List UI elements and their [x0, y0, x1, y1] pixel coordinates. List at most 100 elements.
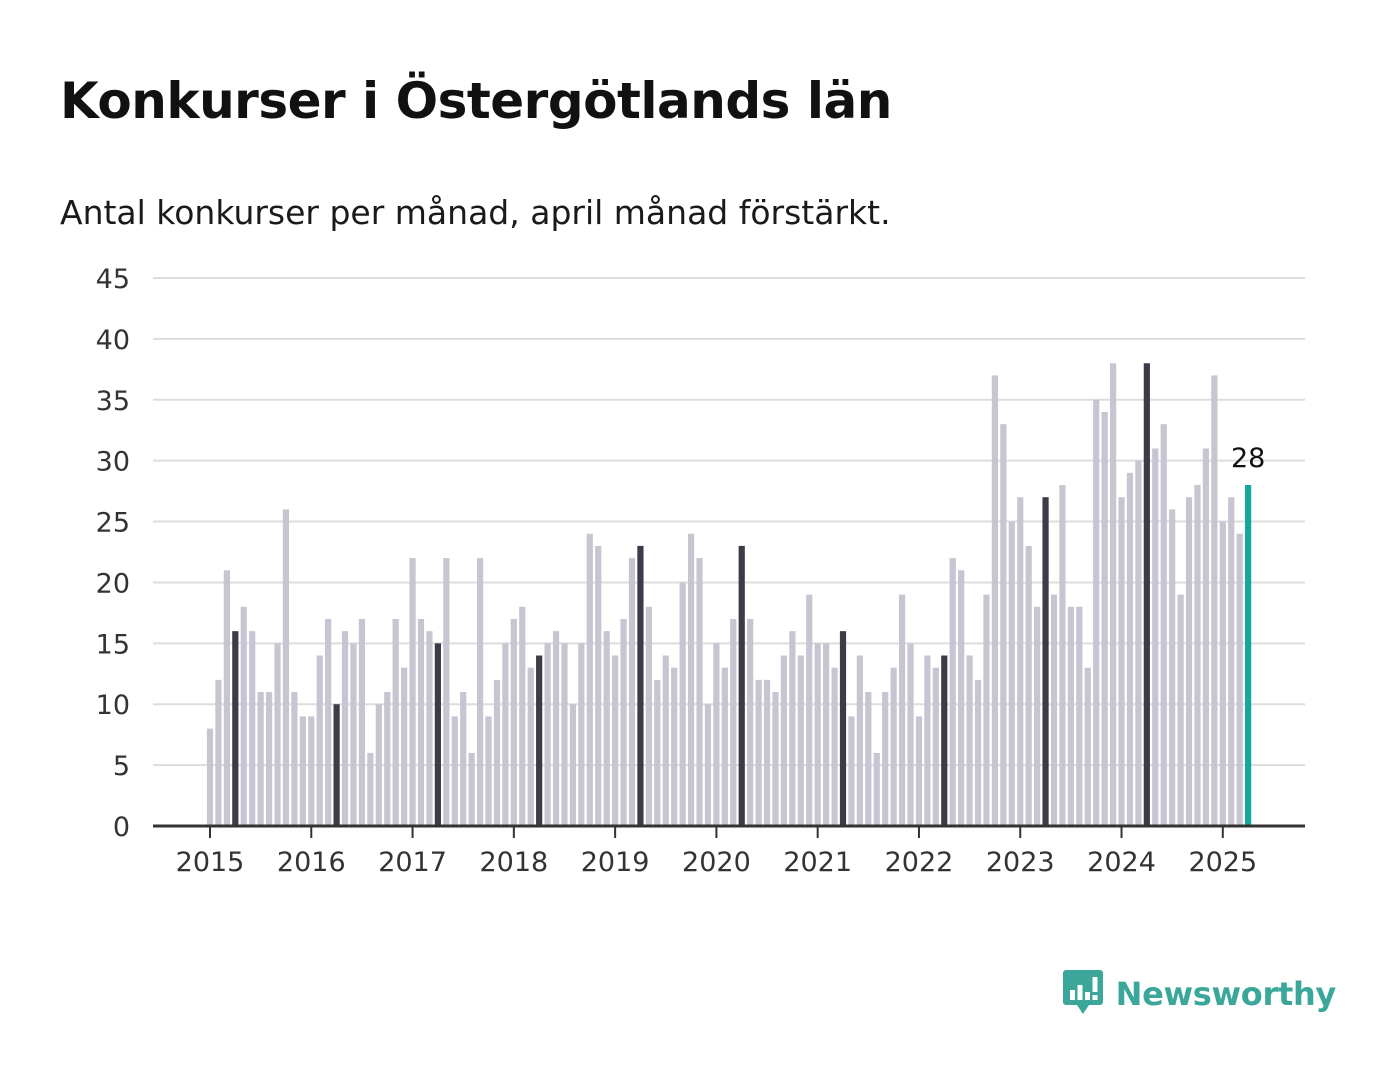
- bar: [603, 631, 610, 826]
- bar: [1202, 448, 1210, 826]
- x-tick-label: 2016: [277, 847, 346, 878]
- bar: [485, 716, 492, 826]
- bar: [1160, 424, 1167, 826]
- bar: [519, 606, 526, 826]
- x-tick-label: 2017: [378, 847, 447, 878]
- bar: [375, 704, 382, 826]
- bar: [451, 716, 458, 826]
- y-tick-label: 5: [113, 751, 130, 782]
- bar: [1143, 363, 1150, 826]
- bar: [1236, 533, 1243, 826]
- bar: [704, 704, 712, 826]
- bar: [1219, 521, 1226, 826]
- bar: [527, 667, 534, 826]
- bar: [595, 545, 602, 826]
- bar: [299, 716, 306, 826]
- x-tick-label: 2018: [479, 847, 548, 878]
- bar: [763, 679, 771, 826]
- data-label-latest: 28: [1231, 443, 1265, 474]
- bar: [443, 558, 450, 826]
- bars: [206, 363, 1252, 826]
- bar: [561, 643, 568, 826]
- bar: [552, 631, 560, 826]
- bar: [1059, 485, 1066, 826]
- bar: [679, 582, 686, 826]
- x-tick-label: 2019: [581, 847, 650, 878]
- bar: [544, 643, 551, 826]
- y-tick-label: 45: [96, 264, 130, 295]
- bar: [502, 643, 509, 826]
- bar: [1194, 485, 1201, 826]
- bar: [249, 631, 256, 826]
- x-axis: 2015 2016 2017 2018 2019 2020 2021 2022 2023 2024…: [153, 824, 1305, 878]
- bar: [341, 631, 349, 826]
- bar: [1177, 594, 1184, 826]
- bar: [730, 618, 737, 826]
- bar: [882, 692, 889, 826]
- bar: [1169, 509, 1176, 826]
- bar: [476, 558, 484, 826]
- y-axis-ticks: 0 5 10 15 20 25 30 35 40 45: [96, 264, 130, 843]
- bar: [890, 667, 897, 826]
- bar: [755, 679, 762, 826]
- bar: [1211, 375, 1218, 826]
- bar: [772, 692, 779, 826]
- bar: [265, 692, 273, 826]
- bar: [1067, 606, 1074, 826]
- bar: [907, 643, 914, 826]
- bar: [1025, 545, 1032, 826]
- bar: [932, 667, 939, 826]
- bar: [1050, 594, 1058, 826]
- bar: [797, 655, 804, 826]
- bar: [831, 667, 838, 826]
- bar: [257, 692, 264, 826]
- bar: [958, 570, 965, 826]
- annotations: 28: [1231, 443, 1265, 474]
- bar: [645, 606, 652, 826]
- y-tick-label: 20: [96, 568, 130, 599]
- bar: [738, 545, 745, 826]
- bar: [780, 655, 788, 826]
- bar: [569, 704, 577, 826]
- bar: [367, 752, 374, 826]
- brand-logo: Newsworthy: [1062, 968, 1336, 1020]
- chart-subtitle: Antal konkurser per månad, april månad f…: [60, 193, 891, 232]
- bar: [991, 375, 999, 826]
- bar: [1042, 497, 1049, 826]
- bar: [333, 704, 340, 826]
- x-tick-label: 2015: [176, 847, 245, 878]
- bar: [510, 618, 517, 826]
- bar: [696, 558, 703, 826]
- bar: [1126, 472, 1134, 826]
- bar: [358, 618, 366, 826]
- bar: [628, 558, 636, 826]
- bar: [578, 643, 585, 826]
- bar: [1245, 485, 1252, 826]
- x-tick-label: 2022: [885, 847, 954, 878]
- bar: [215, 679, 222, 826]
- bar: [468, 752, 475, 826]
- bar: [274, 643, 281, 826]
- bar: [1101, 411, 1108, 826]
- bar: [687, 533, 695, 826]
- bar: [308, 716, 315, 826]
- bar: [966, 655, 973, 826]
- bar: [671, 667, 678, 826]
- bar: [1000, 424, 1007, 826]
- bar: [915, 716, 923, 826]
- x-tick-label: 2024: [1087, 847, 1156, 878]
- bar: [856, 655, 863, 826]
- bar: [1093, 399, 1100, 826]
- bar: [536, 655, 543, 826]
- bar: [206, 728, 214, 826]
- bar: [384, 692, 391, 826]
- bar: [1109, 363, 1117, 826]
- bar: [282, 509, 290, 826]
- bar: [654, 679, 661, 826]
- bar: [949, 558, 956, 826]
- bar: [941, 655, 948, 826]
- bar: [983, 594, 990, 826]
- bar: [325, 618, 332, 826]
- bar: [232, 631, 239, 826]
- bar: [814, 643, 821, 826]
